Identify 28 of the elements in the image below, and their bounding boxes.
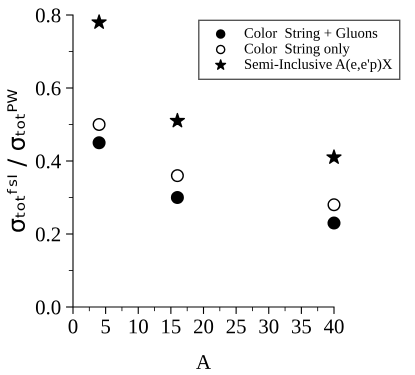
point [327,216,341,230]
x-tick-label: 5 [102,320,110,334]
y-tick-label: 0.6 [36,81,61,96]
x-tick-label: 35 [292,319,311,334]
legend-label: Color String only [244,43,350,56]
point [91,14,107,29]
x-axis-title: A [196,355,211,369]
x-tick-label: 30 [259,319,278,334]
point [326,149,342,164]
x-tick-label: 10 [130,319,148,334]
point [170,190,184,204]
legend-label: Semi-Inclusive A(e,e'p)X [244,58,392,72]
x-tick-label: 0 [68,319,78,334]
point [92,118,106,132]
y-axis-title: σₜₒₜᶠˢᴵ / σₜₒₜᴾᵂ [6,89,27,232]
point [170,169,184,182]
y-tick-label: 0.2 [36,227,60,242]
y-tick-label: 0.4 [36,154,61,169]
x-tick-label: 40 [324,319,344,334]
point [92,136,106,150]
y-tick-label: 0.8 [36,8,60,23]
x-tick-label: 25 [226,319,246,334]
x-tick-label: 20 [194,319,214,334]
point [170,112,186,128]
point [327,198,341,212]
legend-label: Color String + Gluons [244,28,378,41]
x-tick-label: 15 [162,320,180,334]
y-tick-label: 0.0 [36,300,60,315]
